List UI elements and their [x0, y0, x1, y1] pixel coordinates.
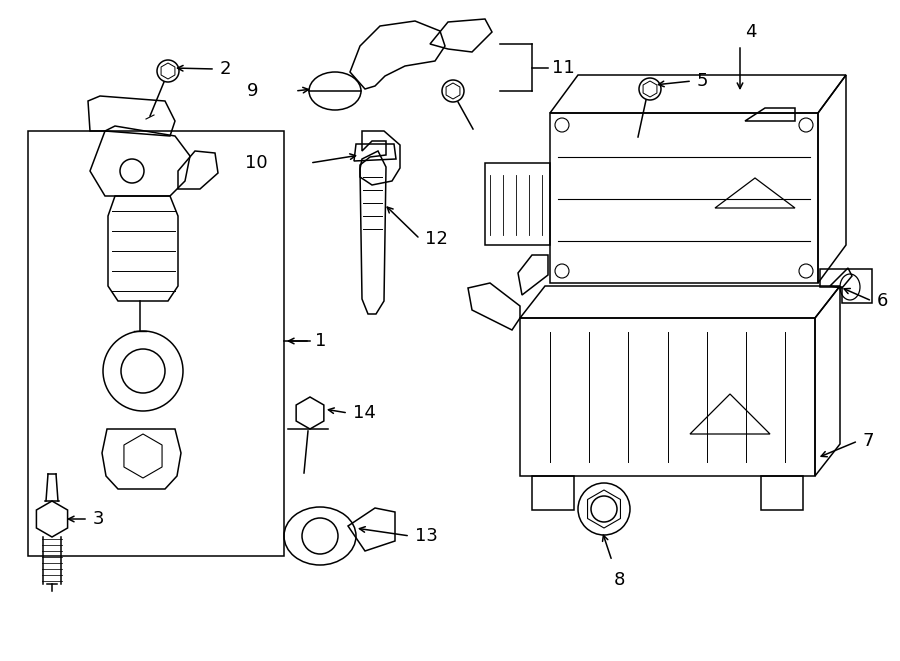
Text: 10: 10 [246, 154, 268, 172]
Text: 7: 7 [862, 432, 874, 450]
Text: 14: 14 [353, 404, 376, 422]
Text: 11: 11 [552, 59, 575, 77]
Text: 5: 5 [697, 72, 708, 90]
Text: 9: 9 [247, 82, 258, 100]
Text: 2: 2 [220, 60, 231, 78]
Bar [532, 476, 574, 510]
Bar [550, 113, 818, 283]
Text: 1: 1 [315, 332, 327, 350]
Text: 13: 13 [415, 527, 438, 545]
Bar [520, 318, 815, 476]
Text: 6: 6 [877, 292, 888, 310]
Text: 12: 12 [425, 230, 448, 248]
Text: 3: 3 [93, 510, 104, 528]
Bar [28, 131, 284, 556]
Bar [485, 163, 550, 245]
Bar [761, 476, 803, 510]
Text: 8: 8 [614, 571, 626, 589]
Text: 4: 4 [745, 23, 757, 41]
